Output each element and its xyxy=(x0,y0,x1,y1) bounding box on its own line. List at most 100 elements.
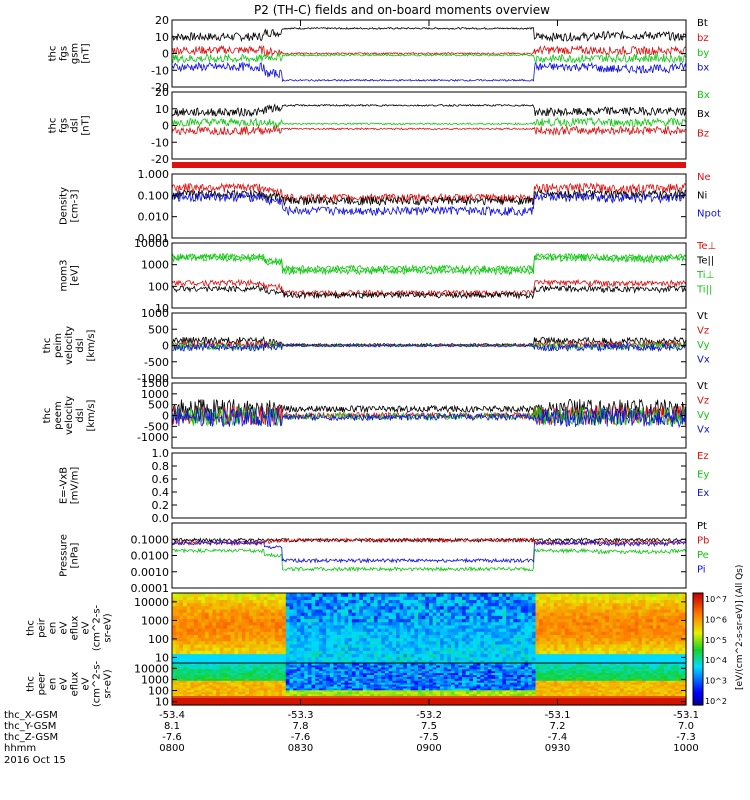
spectrogram-cell xyxy=(392,676,397,679)
spectrogram-cell xyxy=(443,624,448,629)
spectrogram-cell xyxy=(183,643,188,648)
spectrogram-cell xyxy=(392,637,397,642)
spectrogram-cell xyxy=(370,656,375,661)
spectrogram-cell xyxy=(183,691,188,695)
spectrogram-cell xyxy=(351,687,357,691)
spectrogram-cell xyxy=(311,663,316,666)
spectrogram-cell xyxy=(396,621,401,626)
spectrogram-cell xyxy=(201,678,206,681)
spectrogram-cell xyxy=(175,668,180,672)
spectrogram-cell xyxy=(447,666,452,670)
spectrogram-cell xyxy=(458,640,463,645)
spectrogram-cell xyxy=(186,593,191,597)
spectrogram-cell xyxy=(329,701,335,704)
spectrogram-cell xyxy=(678,621,683,626)
spectrogram-cell xyxy=(304,687,309,691)
spectrogram-cell xyxy=(535,628,540,632)
spectrogram-cell xyxy=(230,670,235,674)
spectrogram-cell xyxy=(414,689,419,693)
spectrogram-cell xyxy=(318,697,324,700)
spectrogram-cell xyxy=(381,650,386,655)
spectrogram-cell xyxy=(300,687,305,691)
spectrogram-cell xyxy=(300,695,305,698)
spectrogram-cell xyxy=(498,608,504,613)
y-axis-label: fgs xyxy=(59,118,70,133)
spectrogram-cell xyxy=(509,624,515,629)
spectrogram-cell xyxy=(440,647,445,651)
spectrogram-cell xyxy=(223,621,228,626)
spectrogram-cell xyxy=(410,689,415,693)
spectrogram-cell xyxy=(172,653,177,658)
spectrogram-cell xyxy=(638,653,643,658)
spectrogram-cell xyxy=(278,643,283,648)
spectrogram-cell xyxy=(616,599,621,604)
spectrogram-cell xyxy=(362,605,368,610)
spectrogram-cell xyxy=(462,618,467,623)
spectrogram-cell xyxy=(407,699,412,702)
spectrogram-cell xyxy=(649,631,654,635)
spectrogram-cell xyxy=(414,697,419,700)
spectrogram-cell xyxy=(539,656,544,661)
spectrogram-cell xyxy=(194,608,199,613)
spectrogram-cell xyxy=(172,631,177,635)
spectrogram-cell xyxy=(326,593,331,597)
spectrogram-cell xyxy=(557,602,562,607)
spectrogram-cell xyxy=(388,664,393,668)
spectrogram-cell xyxy=(572,596,577,600)
legend-entry: Bx xyxy=(697,109,710,120)
spectrogram-cell xyxy=(597,615,603,620)
spectrogram-cell xyxy=(285,674,291,677)
spectrogram-cell xyxy=(597,628,603,632)
spectrogram-cell xyxy=(619,599,625,604)
spectrogram-cell xyxy=(315,676,320,679)
spectrogram-cell xyxy=(256,647,261,651)
spectrogram-cell xyxy=(197,624,202,629)
spectrogram-cell xyxy=(337,674,342,677)
spectrogram-cell xyxy=(190,643,195,648)
spectrogram-cell xyxy=(307,596,313,600)
spectrogram-cell xyxy=(311,656,316,661)
spectrogram-cell xyxy=(502,628,507,632)
spectrogram-cell xyxy=(436,684,441,687)
spectrogram-cell xyxy=(256,701,261,704)
spectrogram-cell xyxy=(311,643,316,648)
spectrogram-cell xyxy=(429,653,434,658)
spectrogram-cell xyxy=(630,599,636,604)
spectrogram-cell xyxy=(480,653,485,658)
spectrogram-cell xyxy=(238,689,243,693)
spectrogram-cell xyxy=(370,693,375,696)
spectrogram-cell xyxy=(590,656,595,661)
spectrogram-cell xyxy=(414,685,419,689)
spectrogram-cell xyxy=(513,602,518,607)
spectrogram-cell xyxy=(381,602,386,607)
spectrogram-cell xyxy=(289,687,294,691)
spectrogram-cell xyxy=(524,656,529,661)
spectrogram-cell xyxy=(546,596,551,600)
spectrogram-cell xyxy=(517,634,522,639)
y-tick-label: 10 xyxy=(155,103,169,116)
spectrogram-cell xyxy=(296,693,302,696)
spectrogram-cell xyxy=(249,697,254,700)
spectrogram-cell xyxy=(451,608,456,613)
spectrogram-cell xyxy=(186,663,191,666)
spectrogram-cell xyxy=(410,618,415,623)
spectrogram-cell xyxy=(329,631,335,635)
spectrogram-cell xyxy=(201,596,206,600)
spectrogram-cell xyxy=(396,668,401,672)
spectrogram-cell xyxy=(597,637,603,642)
spectrogram-cell xyxy=(392,699,397,702)
legend-entry: Vx xyxy=(697,354,710,365)
spectrogram-cell xyxy=(249,599,254,604)
spectrogram-cell xyxy=(326,647,331,651)
spectrogram-cell xyxy=(414,666,419,670)
spectrogram-cell xyxy=(509,650,515,655)
spectrogram-cell xyxy=(619,593,625,597)
spectrogram-cell xyxy=(568,596,573,600)
spectrogram-cell xyxy=(296,602,302,607)
spectrogram-cell xyxy=(340,596,346,600)
spectrogram-cell xyxy=(362,676,368,679)
series-line-Bt xyxy=(171,26,687,43)
spectrogram-cell xyxy=(359,703,364,706)
spectrogram-cell xyxy=(337,701,342,704)
spectrogram-cell xyxy=(271,697,276,700)
